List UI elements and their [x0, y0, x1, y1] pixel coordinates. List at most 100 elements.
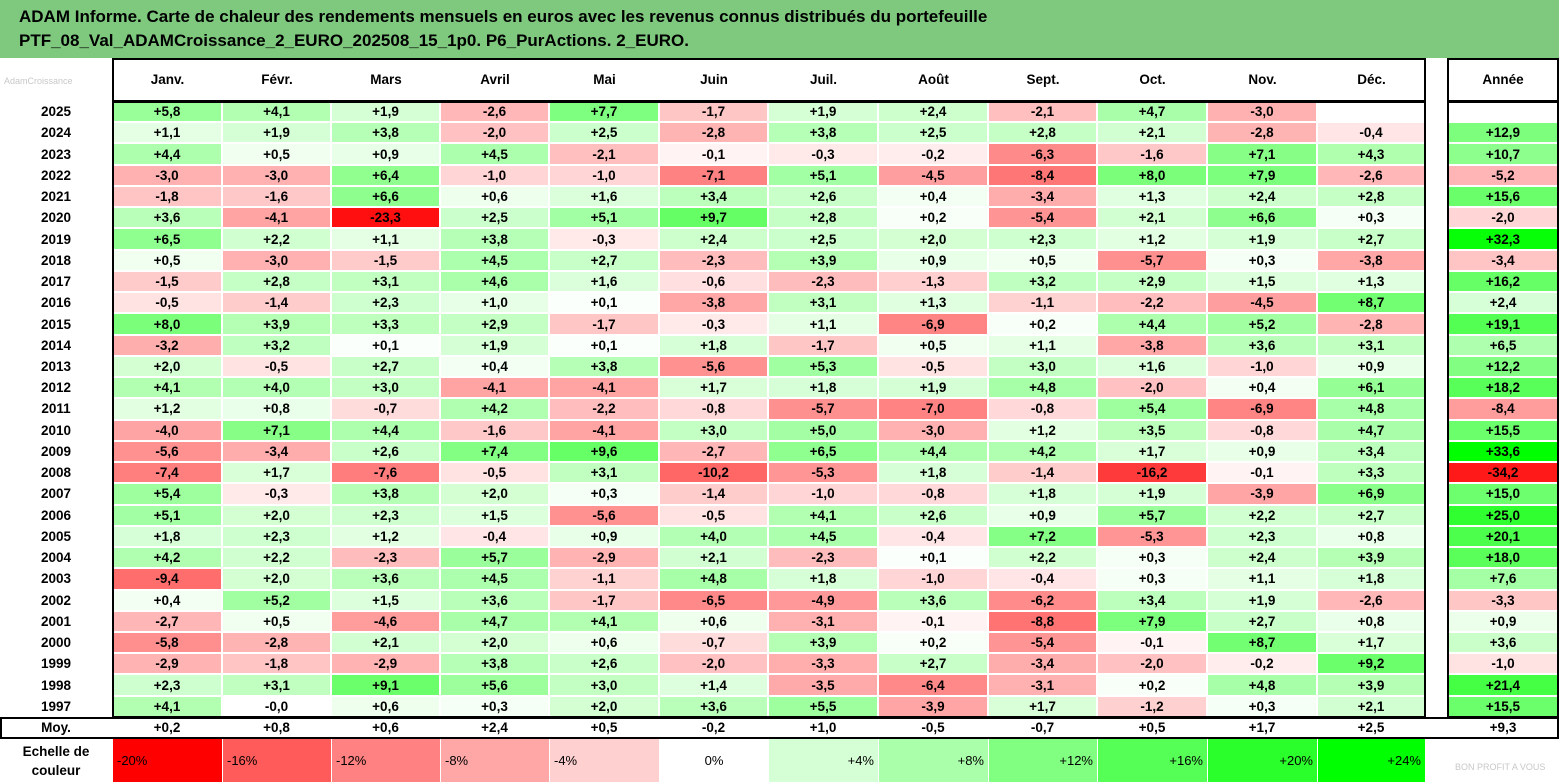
heatmap-cell: +4,1	[223, 102, 330, 122]
heatmap-cell: -2,7	[660, 441, 767, 462]
heatmap-cell: -0,7	[332, 399, 439, 419]
heatmap-cell: +1,1	[769, 314, 877, 334]
heatmap-cell: -2,0	[1098, 654, 1206, 674]
heatmap-cell: +3,8	[769, 123, 877, 143]
heatmap-cell: +1,9	[223, 123, 330, 143]
heatmap-cell: -1,7	[550, 314, 658, 334]
heatmap-cell: -3,8	[660, 293, 767, 313]
month-header-4: Avril	[441, 58, 549, 101]
heatmap-cell: -6,2	[989, 590, 1096, 610]
annual-cell: +16,2	[1448, 271, 1558, 292]
heatmap-cell: +3,6	[660, 696, 767, 716]
heatmap-cell: +0,4	[113, 590, 221, 610]
heatmap-cell: -5,6	[550, 505, 658, 525]
heatmap-cell: +7,7	[550, 102, 658, 122]
heatmap-cell: +3,6	[113, 208, 221, 228]
heatmap-cell: -7,0	[879, 399, 987, 419]
heatmap-cell: +2,5	[441, 208, 548, 228]
heatmap-cell: +4,2	[989, 441, 1096, 462]
heatmap-cell: +4,4	[1098, 314, 1206, 334]
year-label: 2024	[0, 122, 112, 144]
heatmap-cell: +3,5	[1098, 420, 1206, 440]
scale-label: Echelle de couleur	[0, 738, 112, 783]
heatmap-cell: -2,6	[1318, 590, 1424, 610]
heatmap-cell: +1,6	[550, 186, 658, 207]
heatmap-cell: +2,0	[223, 569, 330, 589]
scale-swatch: +20%	[1208, 739, 1317, 782]
heatmap-cell: +4,2	[113, 548, 221, 568]
heatmap-cell: +2,9	[1098, 271, 1206, 292]
heatmap-cell: -9,4	[113, 569, 221, 589]
heatmap-cell: +1,5	[332, 590, 439, 610]
heatmap-cell: -4,0	[113, 420, 221, 440]
annual-cell: +6,5	[1448, 335, 1558, 355]
heatmap-cell: +4,1	[113, 378, 221, 398]
average-cell: +0,8	[223, 717, 330, 738]
heatmap-cell: -0,1	[660, 144, 767, 164]
heatmap-cell: -0,1	[1098, 633, 1206, 653]
average-cell: +0,5	[550, 717, 658, 738]
heatmap-cell: +3,8	[441, 229, 548, 249]
heatmap-cell: -2,8	[660, 123, 767, 143]
heatmap-cell: +3,1	[332, 271, 439, 292]
annual-cell: -34,2	[1448, 463, 1558, 483]
year-label: 2008	[0, 462, 112, 484]
heatmap-cell: -2,9	[550, 548, 658, 568]
heatmap-cell: -0,5	[113, 293, 221, 313]
year-label: 2003	[0, 568, 112, 590]
heatmap-cell: +1,4	[660, 675, 767, 695]
heatmap-cell: +1,0	[441, 293, 548, 313]
scale-swatch: +4%	[769, 739, 878, 782]
heatmap-cell: -3,0	[113, 165, 221, 185]
heatmap-cell: -5,7	[1098, 250, 1206, 270]
annual-cell: +25,0	[1448, 505, 1558, 525]
heatmap-cell: +2,7	[1208, 611, 1316, 631]
heatmap-cell: +1,1	[1208, 569, 1316, 589]
heatmap-cell: +0,2	[879, 633, 987, 653]
heatmap-cell: +7,2	[989, 526, 1096, 547]
scale-swatch: -20%	[113, 739, 222, 782]
heatmap-cell: -6,5	[660, 590, 767, 610]
heatmap-cell: -6,9	[879, 314, 987, 334]
heatmap-cell: +2,0	[441, 633, 548, 653]
heatmap-cell: +3,0	[660, 420, 767, 440]
heatmap-cell: -1,5	[113, 271, 221, 292]
heatmap-cell: -4,6	[332, 611, 439, 631]
heatmap-cell: +6,6	[332, 186, 439, 207]
year-label: 2009	[0, 440, 112, 463]
heatmap-cell: -1,4	[989, 463, 1096, 483]
heatmap-cell: +3,0	[332, 378, 439, 398]
heatmap-cell: +4,8	[660, 569, 767, 589]
heatmap-cell: +6,9	[1318, 484, 1424, 504]
month-header-5: Mai	[550, 58, 659, 101]
heatmap-cell: -2,2	[550, 399, 658, 419]
heatmap-cell: +1,7	[1318, 633, 1424, 653]
title-line-1: ADAM Informe. Carte de chaleur des rende…	[19, 7, 988, 26]
heatmap-cell: -3,2	[113, 335, 221, 355]
heatmap-cell: -0,5	[441, 463, 548, 483]
heatmap-cell: +4,4	[879, 441, 987, 462]
month-header-1: Janv.	[113, 58, 222, 101]
heatmap-cell: -0,2	[1208, 654, 1316, 674]
month-header-2: Févr.	[223, 58, 331, 101]
annual-cell: -8,4	[1448, 399, 1558, 419]
annual-cell: +12,2	[1448, 356, 1558, 377]
heatmap-cell: +3,1	[769, 293, 877, 313]
year-label: 2001	[0, 610, 112, 632]
heatmap-cell: +1,2	[113, 399, 221, 419]
chart-title: ADAM Informe. Carte de chaleur des rende…	[0, 0, 1559, 58]
annual-cell: +15,5	[1448, 420, 1558, 440]
heatmap-cell: -3,0	[1208, 102, 1316, 122]
scale-swatch: -8%	[441, 739, 549, 782]
annual-cell: -3,3	[1448, 590, 1558, 610]
average-cell: -0,2	[660, 717, 767, 738]
heatmap-cell: +3,1	[1318, 335, 1424, 355]
year-label: 2023	[0, 143, 112, 165]
annual-cell: +33,6	[1448, 441, 1558, 462]
heatmap-cell: -0,1	[1208, 463, 1316, 483]
heatmap-cell: +0,5	[113, 250, 221, 270]
average-cell: +2,5	[1318, 717, 1424, 738]
year-label: 2005	[0, 525, 112, 548]
heatmap-cell: +5,1	[769, 165, 877, 185]
heatmap-cell: +2,7	[550, 250, 658, 270]
